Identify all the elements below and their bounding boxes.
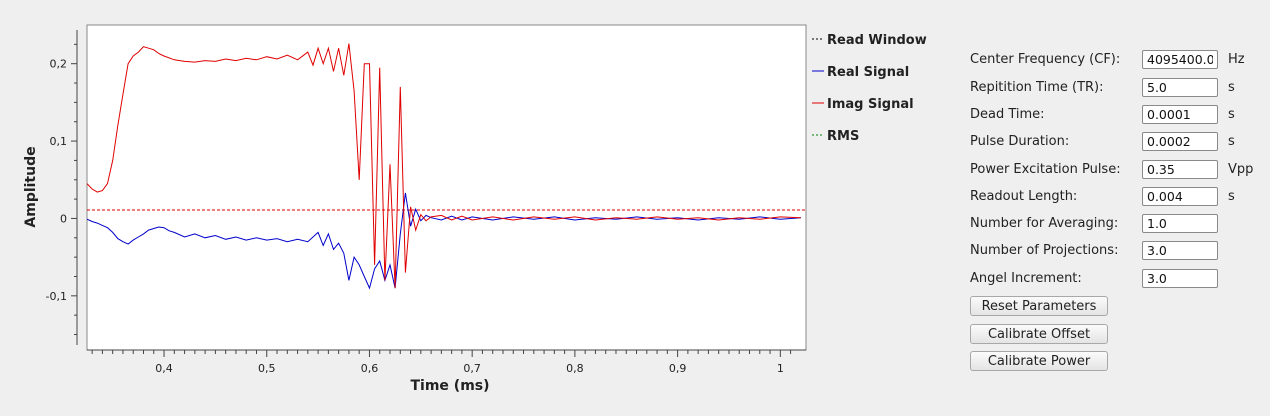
param-row-readout-length: Readout Length: s: [970, 187, 1270, 209]
dead-time-unit: s: [1228, 107, 1235, 122]
series-clip: [87, 43, 806, 290]
x-tick-label: 0,8: [566, 362, 584, 375]
repetition-time-unit: s: [1228, 80, 1235, 95]
angle-increment-label: Angel Increment:: [970, 271, 1082, 286]
dead-time-label: Dead Time:: [970, 107, 1045, 122]
y-axis: 0,2 0,1 0 -0,1: [46, 30, 78, 345]
pulse-duration-label: Pulse Duration:: [970, 134, 1070, 149]
y-tick-label: -0,1: [46, 290, 67, 303]
imag-signal-line: [87, 43, 801, 289]
readout-length-unit: s: [1228, 189, 1235, 204]
param-row-power-excitation: Power Excitation Pulse: Vpp: [970, 160, 1270, 182]
angle-increment-input[interactable]: [1142, 269, 1218, 288]
dead-time-input[interactable]: [1142, 105, 1218, 124]
center-frequency-label: Center Frequency (CF):: [970, 52, 1121, 67]
param-row-averaging: Number for Averaging:: [970, 214, 1270, 236]
readout-length-label: Readout Length:: [970, 189, 1078, 204]
parameter-panel: Center Frequency (CF): Hz Repitition Tim…: [970, 0, 1270, 416]
plot-canvas[interactable]: [86, 24, 807, 351]
real-signal-line: [87, 192, 801, 290]
param-row-projections: Number of Projections:: [970, 241, 1270, 263]
calibrate-power-button[interactable]: Calibrate Power: [970, 351, 1108, 371]
x-tick-label: 0,6: [361, 362, 379, 375]
legend: Read Window Real Signal Imag Signal RMS: [812, 33, 927, 144]
calibrate-offset-button[interactable]: Calibrate Offset: [970, 324, 1108, 344]
projections-label: Number of Projections:: [970, 243, 1119, 258]
param-row-pulse-duration: Pulse Duration: s: [970, 132, 1270, 154]
x-tick-label: 0,4: [155, 362, 173, 375]
power-excitation-input[interactable]: [1142, 160, 1218, 179]
y-tick-label: 0,2: [50, 58, 68, 71]
x-axis: 0,4 0,5 0,6 0,7 0,8 0,9 1: [87, 349, 806, 375]
pulse-duration-input[interactable]: [1142, 132, 1218, 151]
pulse-duration-unit: s: [1228, 134, 1235, 149]
center-frequency-input[interactable]: [1142, 50, 1218, 69]
legend-label-read-window: Read Window: [827, 33, 927, 48]
plot-panel[interactable]: 0,2 0,1 0 -0,1 0,4 0,5 0,6 0,7 0,8 0,9 1 Amplitud…: [0, 0, 940, 416]
y-tick-label: 0,1: [50, 135, 68, 148]
y-axis-title: Amplitude: [23, 146, 39, 227]
legend-label-imag-signal: Imag Signal: [827, 97, 914, 112]
repetition-time-input[interactable]: [1142, 78, 1218, 97]
y-tick-label: 0: [60, 212, 67, 225]
x-tick-label: 0,5: [258, 362, 276, 375]
param-row-repetition-time: Repitition Time (TR): s: [970, 78, 1270, 100]
reset-parameters-button[interactable]: Reset Parameters: [970, 296, 1108, 316]
legend-label-real-signal: Real Signal: [827, 65, 909, 80]
x-tick-label: 1: [777, 362, 784, 375]
power-excitation-label: Power Excitation Pulse:: [970, 162, 1121, 177]
legend-label-rms: RMS: [827, 129, 859, 144]
param-row-angle-increment: Angel Increment:: [970, 269, 1270, 291]
signal-plot[interactable]: 0,2 0,1 0 -0,1 0,4 0,5 0,6 0,7 0,8 0,9 1 Amplitud…: [0, 0, 940, 416]
projections-input[interactable]: [1142, 241, 1218, 260]
x-tick-label: 0,7: [463, 362, 481, 375]
x-tick-label: 0,9: [669, 362, 687, 375]
x-axis-title: Time (ms): [410, 378, 489, 394]
param-row-dead-time: Dead Time: s: [970, 105, 1270, 127]
series-layer: [87, 43, 806, 290]
power-excitation-unit: Vpp: [1228, 162, 1254, 177]
averaging-label: Number for Averaging:: [970, 216, 1119, 231]
averaging-input[interactable]: [1142, 214, 1218, 233]
readout-length-input[interactable]: [1142, 187, 1218, 206]
repetition-time-label: Repitition Time (TR):: [970, 80, 1104, 95]
center-frequency-unit: Hz: [1228, 52, 1245, 67]
param-row-center-frequency: Center Frequency (CF): Hz: [970, 50, 1270, 72]
